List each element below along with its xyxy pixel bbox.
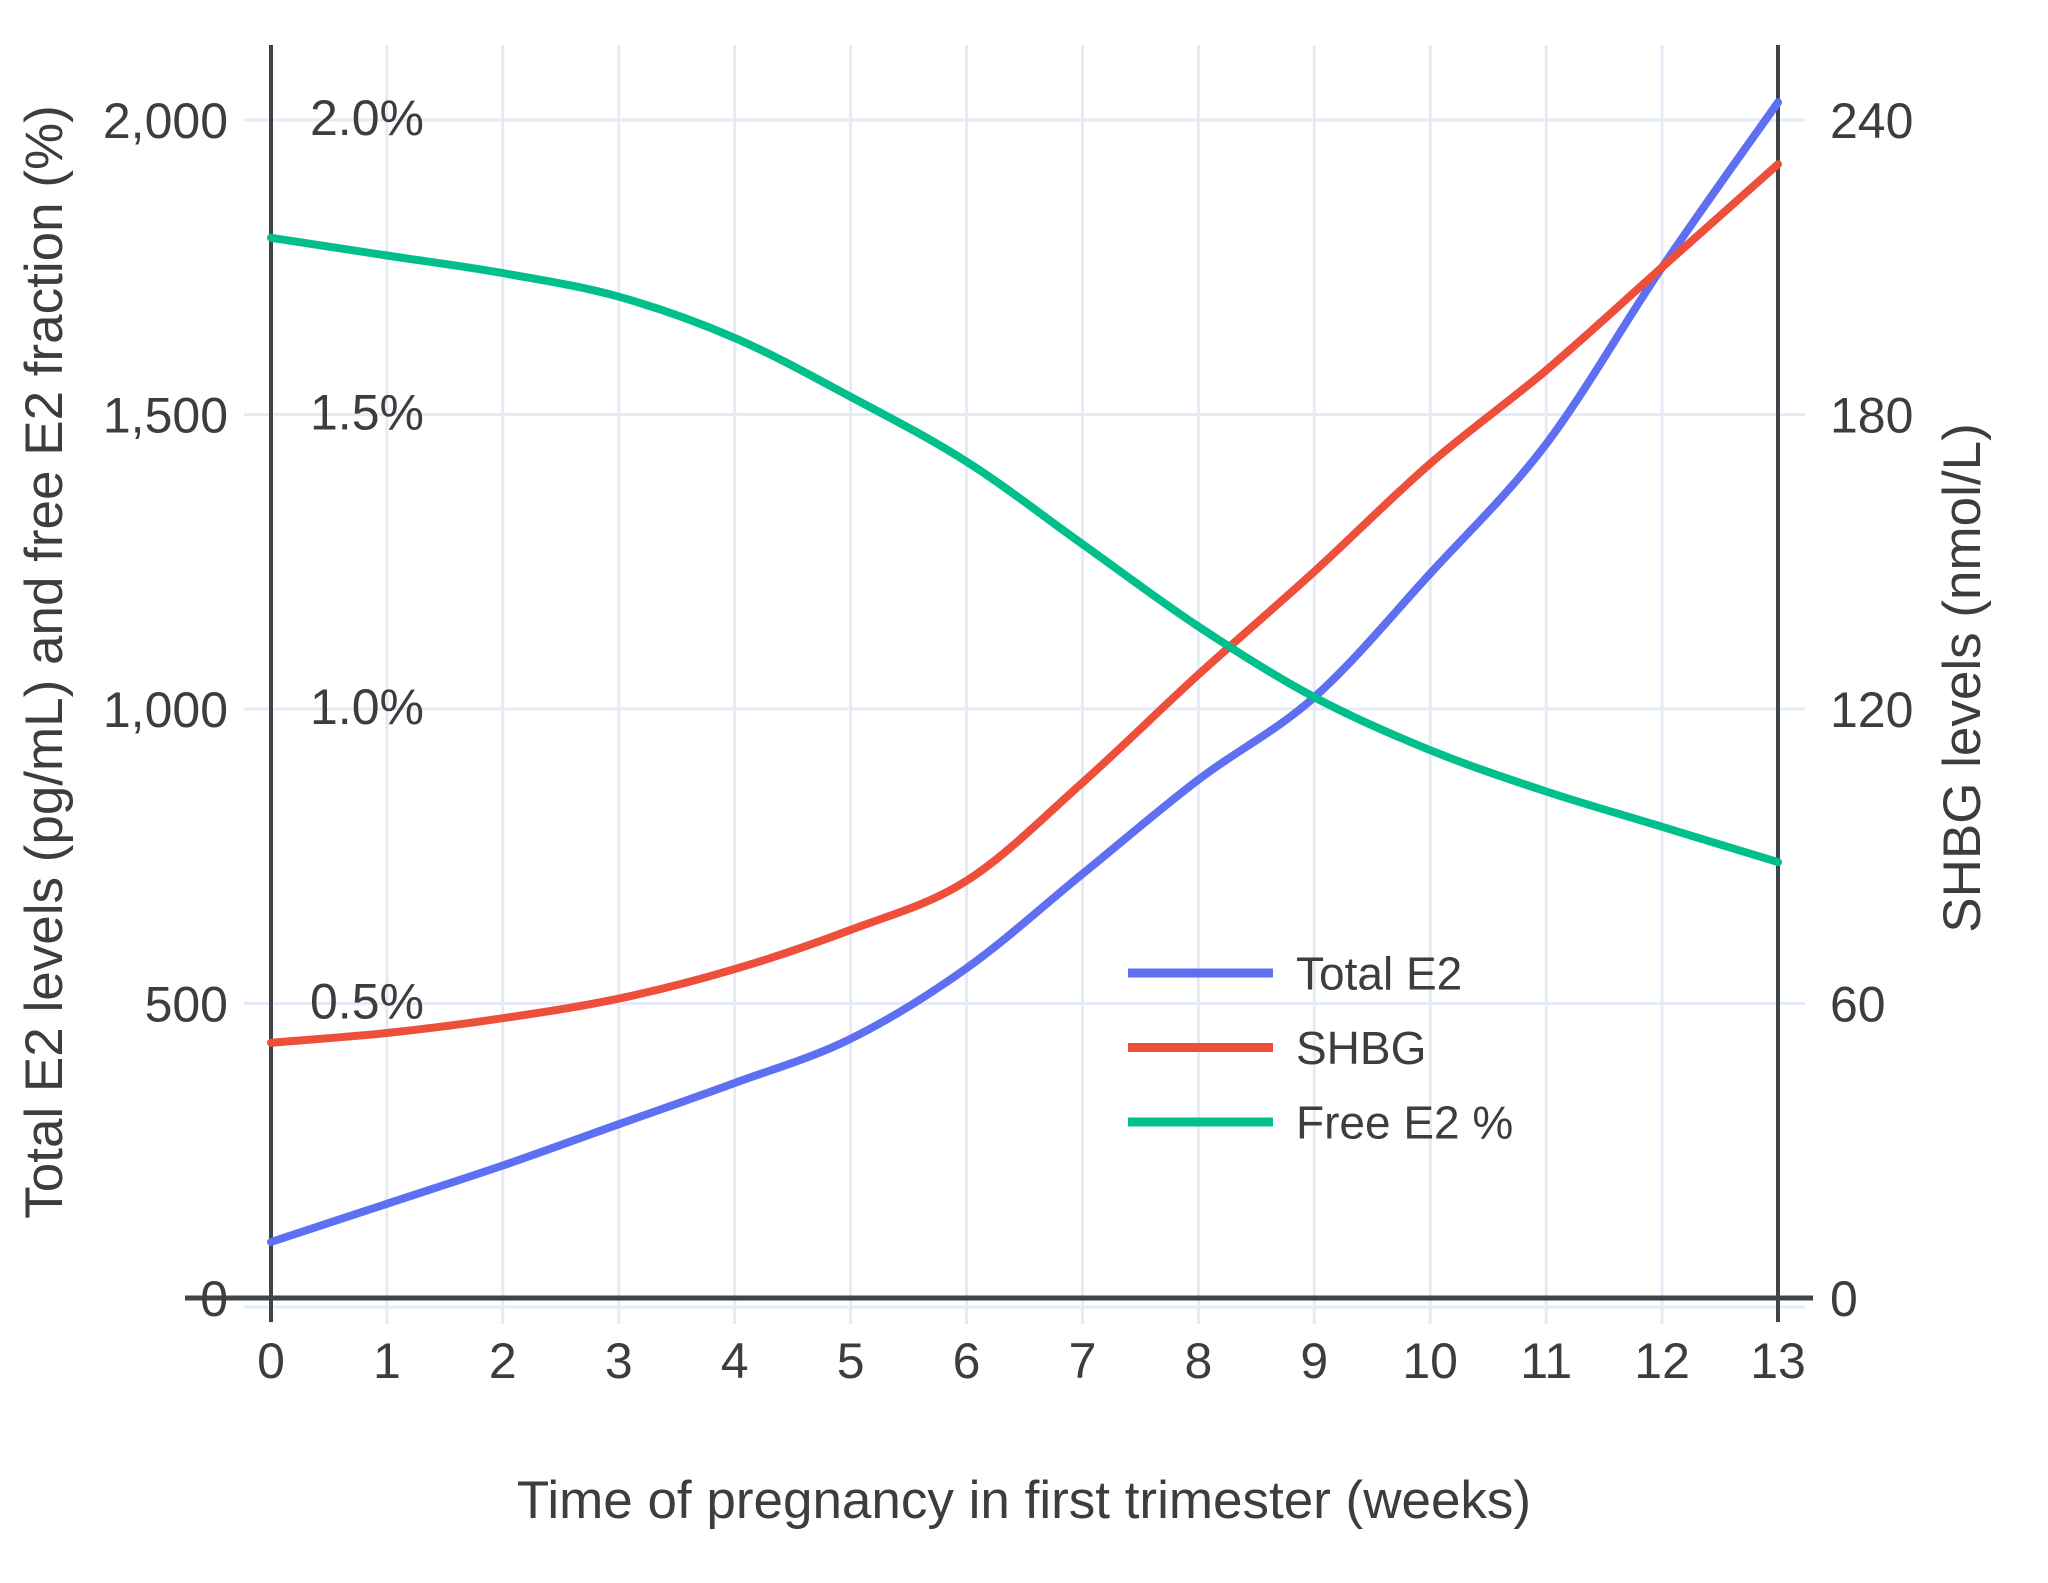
x-axis-tick-label: 12 [1634,1333,1690,1389]
x-axis-tick-label: 9 [1300,1333,1328,1389]
legend-label: Free E2 % [1296,1097,1513,1149]
series-line-free-e2- [267,233,1782,867]
x-axis-tick-label: 5 [837,1333,865,1389]
percent-tick-label: 2.0% [310,90,424,146]
series-lines [267,98,1782,1246]
left-axis-tick-label: 1,000 [103,682,228,738]
x-axis-title: Time of pregnancy in first trimester (we… [517,1471,1531,1530]
left-axis-tick-label: 500 [145,977,228,1033]
x-axis-tick-label: 8 [1184,1333,1212,1389]
x-axis-tick-label: 4 [721,1333,749,1389]
legend-item-shbg[interactable]: SHBG [1128,1022,1426,1074]
x-axis-tick-label: 11 [1520,1333,1572,1389]
right-axis-tick-label: 60 [1830,977,1886,1033]
axes [185,45,1813,1322]
series-line-shbg [267,160,1782,1047]
right-axis-tick-label: 240 [1830,93,1913,149]
left-y-axis-title: Total E2 levels (pg/mL) and free E2 frac… [15,105,74,1219]
legend-item-free-e2-[interactable]: Free E2 % [1128,1097,1513,1149]
gridlines [244,45,1805,1324]
right-y-axis-title: SHBG levels (nmol/L) [1933,423,1992,933]
right-axis-tick-label: 180 [1830,388,1913,444]
legend-label: Total E2 [1296,948,1462,1000]
right-axis-tick-label: 0 [1830,1271,1858,1327]
x-axis-tick-label: 1 [373,1333,401,1389]
tick-labels: 05001,0001,5002,0000.5%1.0%1.5%2.0%06012… [103,90,1914,1389]
right-axis-tick-label: 120 [1830,682,1913,738]
x-axis-tick-label: 6 [953,1333,981,1389]
percent-tick-label: 1.0% [310,679,424,735]
left-axis-tick-label: 2,000 [103,93,228,149]
x-axis-tick-label: 10 [1402,1333,1458,1389]
legend-label: SHBG [1296,1022,1426,1074]
x-axis-tick-label: 0 [257,1333,285,1389]
percent-tick-label: 1.5% [310,385,424,441]
legend-item-total-e2[interactable]: Total E2 [1128,948,1462,1000]
legend: Total E2 SHBG Free E2 % [1128,948,1513,1149]
x-axis-tick-label: 3 [605,1333,633,1389]
series-line-total-e2 [267,98,1782,1246]
left-axis-tick-label: 0 [200,1271,228,1327]
left-axis-tick-label: 1,500 [103,388,228,444]
x-axis-tick-label: 2 [489,1333,517,1389]
percent-tick-label: 0.5% [310,974,424,1030]
x-axis-tick-label: 7 [1069,1333,1097,1389]
x-axis-tick-label: 13 [1750,1333,1806,1389]
